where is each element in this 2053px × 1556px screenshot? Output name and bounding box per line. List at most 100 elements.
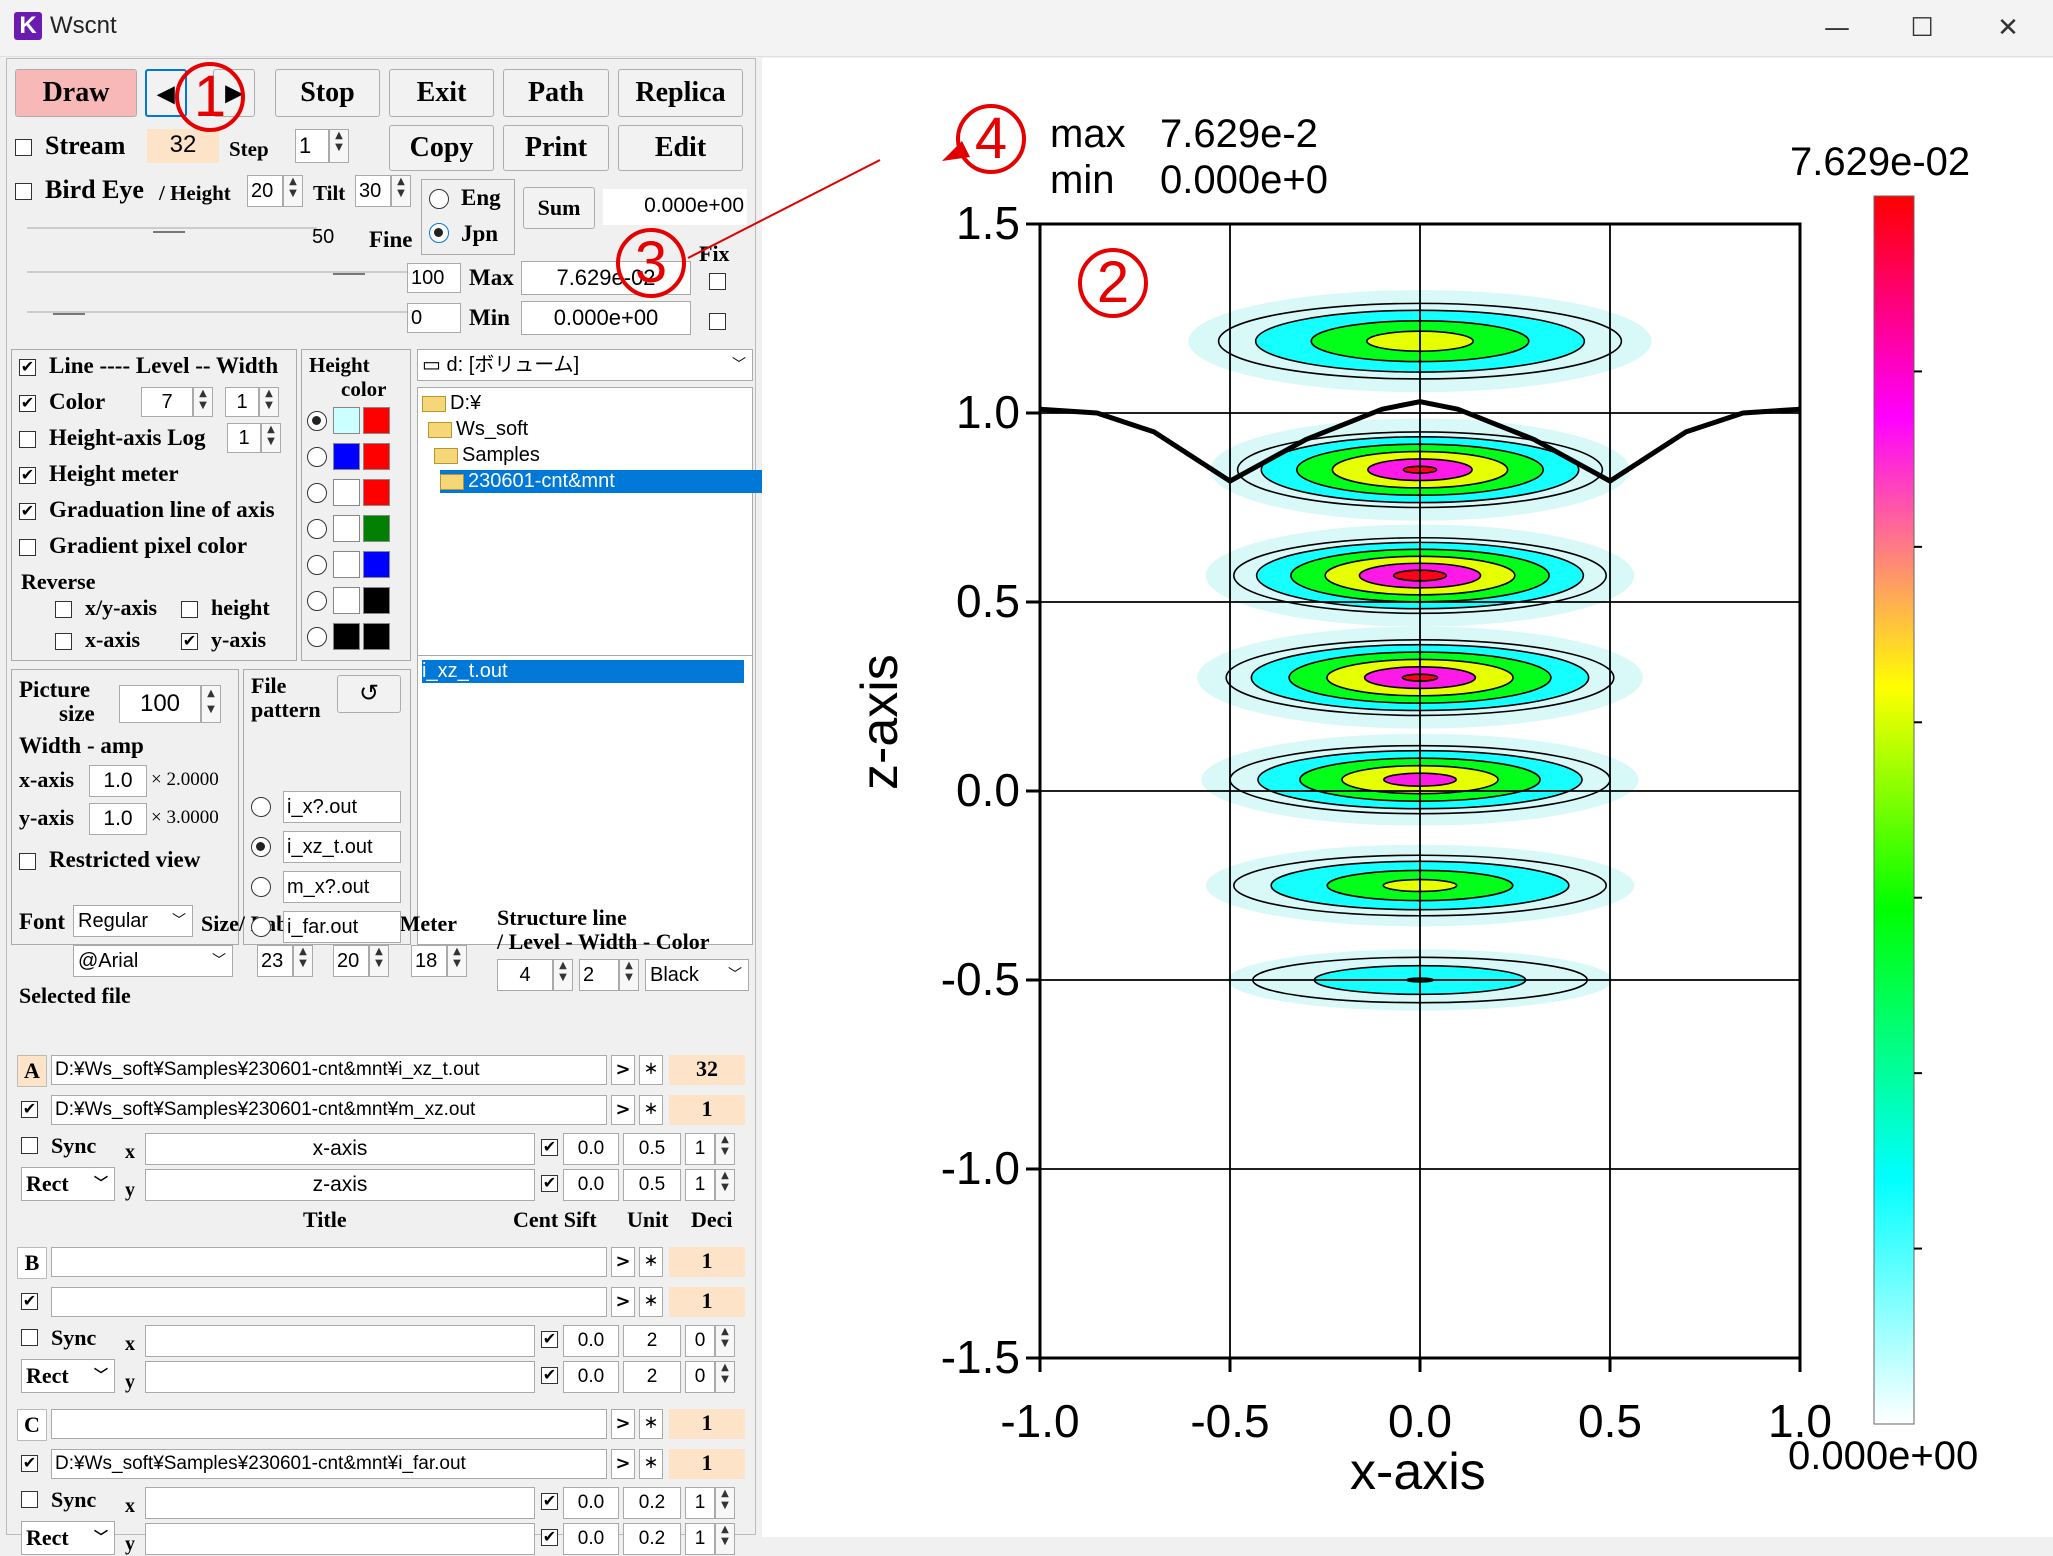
overlay-checkbox[interactable]: ✔ bbox=[21, 1453, 38, 1472]
y-amp-input[interactable]: 1.0 bbox=[89, 803, 147, 835]
height-color-radio[interactable] bbox=[307, 411, 327, 431]
min-num[interactable]: 0 bbox=[407, 303, 461, 333]
color-swatch-low[interactable] bbox=[333, 587, 360, 614]
color-swatch-high[interactable] bbox=[363, 479, 390, 506]
picture-size-spinner[interactable]: ▲ ▼ bbox=[201, 685, 221, 723]
folder-item[interactable]: D:¥ bbox=[422, 392, 481, 415]
structure-level-input[interactable]: 4 bbox=[497, 959, 553, 991]
y-deci-spinner[interactable]: ▲ ▼ bbox=[715, 1361, 735, 1393]
tilt-input[interactable]: 30 bbox=[355, 175, 391, 207]
coord-select[interactable]: Rect ﹀ bbox=[21, 1359, 115, 1393]
exit-button[interactable]: Exit bbox=[389, 69, 494, 117]
reverse-y-checkbox[interactable]: ✔ bbox=[181, 631, 198, 650]
coord-select[interactable]: Rect ﹀ bbox=[21, 1167, 115, 1201]
step-spinner[interactable]: ▲ ▼ bbox=[329, 129, 349, 163]
group-file-1[interactable] bbox=[51, 1247, 607, 1277]
x-cent-checkbox[interactable]: ✔ bbox=[541, 1137, 558, 1156]
x-cent-checkbox[interactable]: ✔ bbox=[541, 1491, 558, 1510]
fine-slider-thumb[interactable] bbox=[153, 231, 185, 233]
max-slider-thumb[interactable] bbox=[333, 273, 365, 275]
x-deci-spinner[interactable]: ▲ ▼ bbox=[715, 1133, 735, 1165]
reverse-x-checkbox[interactable] bbox=[55, 633, 72, 650]
meter-size-input[interactable]: 18 bbox=[411, 945, 447, 977]
open-file-button[interactable]: > bbox=[611, 1095, 635, 1125]
height-spinner[interactable]: ▲ ▼ bbox=[283, 175, 303, 207]
file-item[interactable]: i_xz_t.out bbox=[422, 660, 744, 683]
numb-size-spinner[interactable]: ▲ ▼ bbox=[369, 945, 389, 977]
y-cent-checkbox[interactable]: ✔ bbox=[541, 1365, 558, 1384]
open-file-button[interactable]: > bbox=[611, 1449, 635, 1479]
edit-button[interactable]: Edit bbox=[618, 125, 743, 171]
file-list[interactable]: i_xz_t.out bbox=[417, 655, 753, 945]
max-slider-track[interactable] bbox=[27, 271, 407, 273]
refresh-button[interactable]: ↺ bbox=[337, 675, 401, 713]
color-width-spinner[interactable]: ▲ ▼ bbox=[259, 387, 279, 417]
label-size-spinner[interactable]: ▲ ▼ bbox=[293, 945, 313, 977]
numb-size-input[interactable]: 20 bbox=[333, 945, 369, 977]
drive-select[interactable]: ▭ d: [ボリューム] ﹀ bbox=[417, 349, 753, 381]
draw-button[interactable]: Draw bbox=[15, 69, 137, 117]
sync-checkbox[interactable] bbox=[21, 1491, 38, 1508]
y-sift-input[interactable]: 0.0 bbox=[563, 1361, 619, 1393]
reverse-xy-checkbox[interactable] bbox=[55, 601, 72, 618]
max-num[interactable]: 100 bbox=[407, 263, 461, 293]
open-file-button[interactable]: > bbox=[611, 1409, 635, 1439]
y-unit-input[interactable]: 2 bbox=[623, 1361, 681, 1393]
font-face-select[interactable]: @Arial ﹀ bbox=[73, 945, 233, 977]
x-deci-input[interactable]: 0 bbox=[685, 1325, 715, 1357]
color-swatch-low[interactable] bbox=[333, 443, 360, 470]
color-swatch-high[interactable] bbox=[363, 623, 390, 650]
clear-file-button[interactable]: ＊ bbox=[639, 1449, 663, 1479]
structure-width-spinner[interactable]: ▲ ▼ bbox=[619, 959, 639, 991]
structure-level-spinner[interactable]: ▲ ▼ bbox=[553, 959, 573, 991]
y-sift-input[interactable]: 0.0 bbox=[563, 1169, 619, 1201]
x-unit-input[interactable]: 0.2 bbox=[623, 1487, 681, 1519]
sync-checkbox[interactable] bbox=[21, 1137, 38, 1154]
open-file-button[interactable]: > bbox=[611, 1287, 635, 1317]
color-swatch-low[interactable] bbox=[333, 623, 360, 650]
picture-size-input[interactable]: 100 bbox=[119, 685, 201, 723]
tilt-spinner[interactable]: ▲ ▼ bbox=[391, 175, 411, 207]
color-checkbox[interactable]: ✔ bbox=[19, 393, 36, 412]
x-cent-checkbox[interactable]: ✔ bbox=[541, 1329, 558, 1348]
replica-button[interactable]: Replica bbox=[618, 69, 743, 117]
pattern-input[interactable]: i_x?.out bbox=[283, 791, 401, 823]
x-unit-input[interactable]: 2 bbox=[623, 1325, 681, 1357]
pattern-radio[interactable] bbox=[251, 797, 271, 817]
eng-radio[interactable] bbox=[429, 189, 449, 209]
folder-item[interactable]: Samples bbox=[434, 444, 540, 467]
x-deci-spinner[interactable]: ▲ ▼ bbox=[715, 1325, 735, 1357]
label-size-input[interactable]: 23 bbox=[257, 945, 293, 977]
color-level-spinner[interactable]: ▲ ▼ bbox=[193, 387, 213, 417]
path-button[interactable]: Path bbox=[503, 69, 609, 117]
copy-button[interactable]: Copy bbox=[389, 125, 494, 171]
clear-file-button[interactable]: ＊ bbox=[639, 1287, 663, 1317]
fine-slider-track[interactable] bbox=[27, 227, 317, 229]
x-amp-input[interactable]: 1.0 bbox=[89, 765, 147, 797]
group-file-1[interactable] bbox=[51, 1409, 607, 1439]
height-log-checkbox[interactable] bbox=[19, 431, 36, 448]
structure-color-select[interactable]: Black ﹀ bbox=[645, 959, 749, 991]
x-sift-input[interactable]: 0.0 bbox=[563, 1487, 619, 1519]
stream-checkbox[interactable] bbox=[15, 139, 32, 156]
font-style-select[interactable]: Regular ﹀ bbox=[73, 905, 193, 937]
x-title-input[interactable] bbox=[145, 1487, 535, 1519]
height-color-radio[interactable] bbox=[307, 519, 327, 539]
clear-file-button[interactable]: ＊ bbox=[639, 1247, 663, 1277]
birdeye-checkbox[interactable] bbox=[15, 183, 32, 200]
min-slider-track[interactable] bbox=[27, 311, 407, 313]
print-button[interactable]: Print bbox=[503, 125, 609, 171]
color-swatch-low[interactable] bbox=[333, 515, 360, 542]
height-log-input[interactable]: 1 bbox=[227, 423, 261, 453]
gradient-checkbox[interactable] bbox=[19, 539, 36, 556]
height-meter-checkbox[interactable]: ✔ bbox=[19, 465, 36, 484]
color-swatch-high[interactable] bbox=[363, 515, 390, 542]
reverse-height-checkbox[interactable] bbox=[181, 601, 198, 618]
pattern-input[interactable]: i_far.out bbox=[283, 911, 401, 943]
group-file-2[interactable]: D:¥Ws_soft¥Samples¥230601-cnt&mnt¥m_xz.o… bbox=[51, 1095, 607, 1125]
height-input[interactable]: 20 bbox=[247, 175, 283, 207]
height-color-radio[interactable] bbox=[307, 483, 327, 503]
clear-file-button[interactable]: ＊ bbox=[639, 1095, 663, 1125]
overlay-checkbox[interactable]: ✔ bbox=[21, 1291, 38, 1310]
stop-button[interactable]: Stop bbox=[275, 69, 380, 117]
